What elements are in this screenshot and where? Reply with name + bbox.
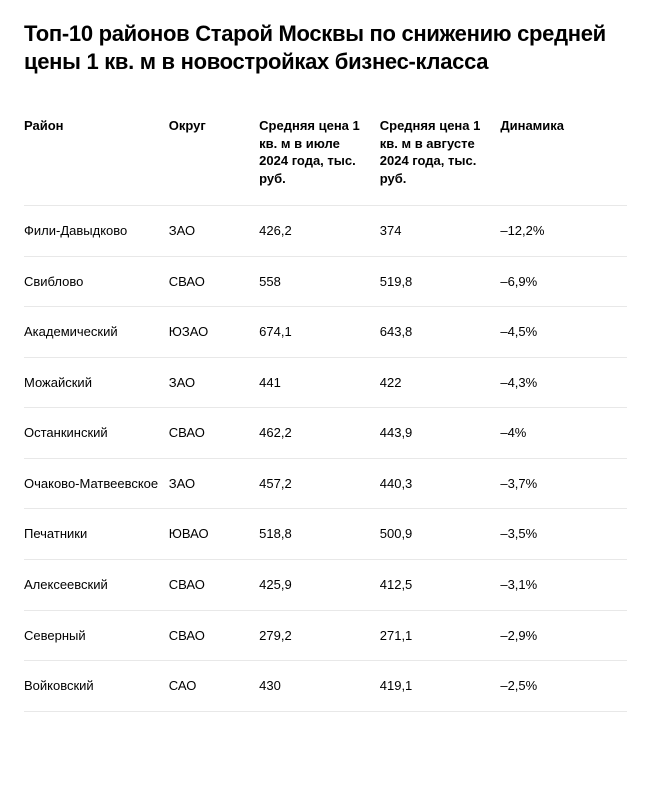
- cell-okrug: ЗАО: [169, 206, 259, 257]
- col-july: Средняя цена 1 кв. м в июле 2024 года, т…: [259, 103, 380, 206]
- col-august: Средняя цена 1 кв. м в августе 2024 года…: [380, 103, 501, 206]
- cell-july: 430: [259, 661, 380, 712]
- cell-august: 422: [380, 357, 501, 408]
- col-district: Район: [24, 103, 169, 206]
- cell-okrug: САО: [169, 661, 259, 712]
- table-row: СеверныйСВАО279,2271,1–2,9%: [24, 610, 627, 661]
- cell-august: 440,3: [380, 458, 501, 509]
- cell-okrug: СВАО: [169, 408, 259, 459]
- cell-district: Академический: [24, 307, 169, 358]
- cell-district: Можайский: [24, 357, 169, 408]
- cell-okrug: ЗАО: [169, 458, 259, 509]
- cell-okrug: ЮВАО: [169, 509, 259, 560]
- cell-july: 518,8: [259, 509, 380, 560]
- cell-okrug: ЗАО: [169, 357, 259, 408]
- cell-july: 425,9: [259, 560, 380, 611]
- cell-august: 374: [380, 206, 501, 257]
- cell-change: –4%: [500, 408, 627, 459]
- cell-change: –6,9%: [500, 256, 627, 307]
- cell-change: –3,7%: [500, 458, 627, 509]
- col-change: Динамика: [500, 103, 627, 206]
- table-header-row: Район Округ Средняя цена 1 кв. м в июле …: [24, 103, 627, 206]
- cell-july: 279,2: [259, 610, 380, 661]
- cell-august: 500,9: [380, 509, 501, 560]
- price-table: Район Округ Средняя цена 1 кв. м в июле …: [24, 103, 627, 712]
- cell-august: 271,1: [380, 610, 501, 661]
- cell-district: Северный: [24, 610, 169, 661]
- cell-change: –4,5%: [500, 307, 627, 358]
- cell-july: 441: [259, 357, 380, 408]
- cell-august: 443,9: [380, 408, 501, 459]
- cell-change: –3,5%: [500, 509, 627, 560]
- cell-august: 412,5: [380, 560, 501, 611]
- table-row: АлексеевскийСВАО425,9412,5–3,1%: [24, 560, 627, 611]
- cell-july: 462,2: [259, 408, 380, 459]
- table-row: МожайскийЗАО441422–4,3%: [24, 357, 627, 408]
- table-row: Очаково-МатвеевскоеЗАО457,2440,3–3,7%: [24, 458, 627, 509]
- table-row: Фили-ДавыдковоЗАО426,2374–12,2%: [24, 206, 627, 257]
- cell-district: Останкинский: [24, 408, 169, 459]
- cell-august: 519,8: [380, 256, 501, 307]
- table-row: АкадемическийЮЗАО674,1643,8–4,5%: [24, 307, 627, 358]
- cell-okrug: СВАО: [169, 256, 259, 307]
- table-row: ПечатникиЮВАО518,8500,9–3,5%: [24, 509, 627, 560]
- cell-july: 674,1: [259, 307, 380, 358]
- cell-change: –12,2%: [500, 206, 627, 257]
- cell-okrug: ЮЗАО: [169, 307, 259, 358]
- cell-district: Фили-Давыдково: [24, 206, 169, 257]
- cell-okrug: СВАО: [169, 560, 259, 611]
- cell-change: –4,3%: [500, 357, 627, 408]
- cell-july: 457,2: [259, 458, 380, 509]
- cell-okrug: СВАО: [169, 610, 259, 661]
- cell-august: 643,8: [380, 307, 501, 358]
- cell-change: –3,1%: [500, 560, 627, 611]
- table-row: ОстанкинскийСВАО462,2443,9–4%: [24, 408, 627, 459]
- table-row: СвибловоСВАО558519,8–6,9%: [24, 256, 627, 307]
- table-body: Фили-ДавыдковоЗАО426,2374–12,2%СвибловоС…: [24, 206, 627, 711]
- cell-july: 426,2: [259, 206, 380, 257]
- cell-district: Алексеевский: [24, 560, 169, 611]
- col-okrug: Округ: [169, 103, 259, 206]
- cell-district: Войковский: [24, 661, 169, 712]
- table-row: ВойковскийСАО430419,1–2,5%: [24, 661, 627, 712]
- cell-july: 558: [259, 256, 380, 307]
- cell-district: Очаково-Матвеевское: [24, 458, 169, 509]
- cell-august: 419,1: [380, 661, 501, 712]
- cell-change: –2,5%: [500, 661, 627, 712]
- cell-change: –2,9%: [500, 610, 627, 661]
- page-title: Топ-10 районов Старой Москвы по снижению…: [24, 20, 627, 75]
- cell-district: Печатники: [24, 509, 169, 560]
- cell-district: Свиблово: [24, 256, 169, 307]
